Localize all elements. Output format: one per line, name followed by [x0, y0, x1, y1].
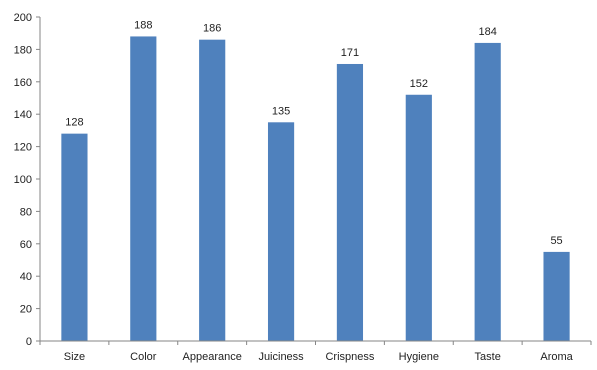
y-tick-label: 160: [14, 77, 32, 89]
x-tick-label-appearance: Appearance: [183, 351, 242, 363]
y-tick-label: 120: [14, 142, 32, 154]
bar-aroma: [543, 251, 570, 341]
y-tick-label: 100: [14, 174, 32, 186]
data-label-aroma: 55: [550, 235, 562, 247]
data-label-crispness: 171: [341, 47, 359, 59]
y-tick-label: 20: [20, 304, 32, 316]
y-axis-ticks: 0 20 40 60 80 100 120 140 160 180 200: [14, 12, 40, 348]
x-axis-ticks: Size Color Appearance Juiciness Crispness Hyg…: [39, 341, 592, 363]
data-label-size: 128: [65, 117, 83, 129]
bar-appearance: [199, 39, 226, 342]
bar-juiciness: [267, 122, 295, 341]
y-tick-label: 80: [20, 206, 32, 218]
y-tick-label: 40: [20, 271, 32, 283]
y-tick-label: 140: [14, 109, 32, 121]
x-tick-label-aroma: Aroma: [540, 351, 573, 363]
x-tick-label-size: Size: [64, 351, 85, 363]
data-label-taste: 184: [479, 26, 497, 38]
bar-color: [130, 36, 157, 341]
x-tick-label-color: Color: [130, 351, 157, 363]
bar-taste: [474, 42, 501, 342]
x-tick-label-crispness: Crispness: [325, 351, 374, 363]
bar-crispness: [336, 63, 364, 341]
data-label-hygiene: 152: [410, 78, 428, 90]
y-tick-label: 200: [14, 12, 32, 24]
y-tick-label: 180: [14, 44, 32, 56]
data-label-appearance: 186: [203, 23, 221, 35]
bar-size: [61, 133, 88, 341]
data-label-juiciness: 135: [272, 105, 290, 117]
x-tick-label-taste: Taste: [475, 351, 501, 363]
data-label-color: 188: [134, 19, 152, 31]
x-tick-label-hygiene: Hygiene: [399, 351, 439, 363]
data-labels-group: 128 188 186 135 171 152 184 55: [65, 19, 562, 246]
x-tick-label-juiciness: Juiciness: [258, 351, 304, 363]
y-tick-label: 0: [26, 336, 32, 348]
bar-hygiene: [405, 94, 432, 341]
bars-group: [61, 36, 570, 342]
y-tick-label: 60: [20, 239, 32, 251]
